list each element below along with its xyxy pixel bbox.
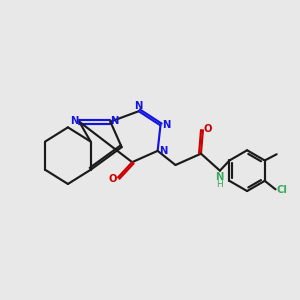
Text: O: O bbox=[108, 174, 117, 184]
Text: O: O bbox=[204, 124, 212, 134]
Text: H: H bbox=[216, 180, 222, 189]
Text: N: N bbox=[134, 100, 143, 111]
Text: N: N bbox=[70, 116, 79, 126]
Text: Cl: Cl bbox=[276, 185, 287, 195]
Text: N: N bbox=[159, 146, 167, 156]
Text: N: N bbox=[215, 172, 223, 182]
Text: N: N bbox=[110, 116, 119, 126]
Text: N: N bbox=[162, 120, 170, 130]
